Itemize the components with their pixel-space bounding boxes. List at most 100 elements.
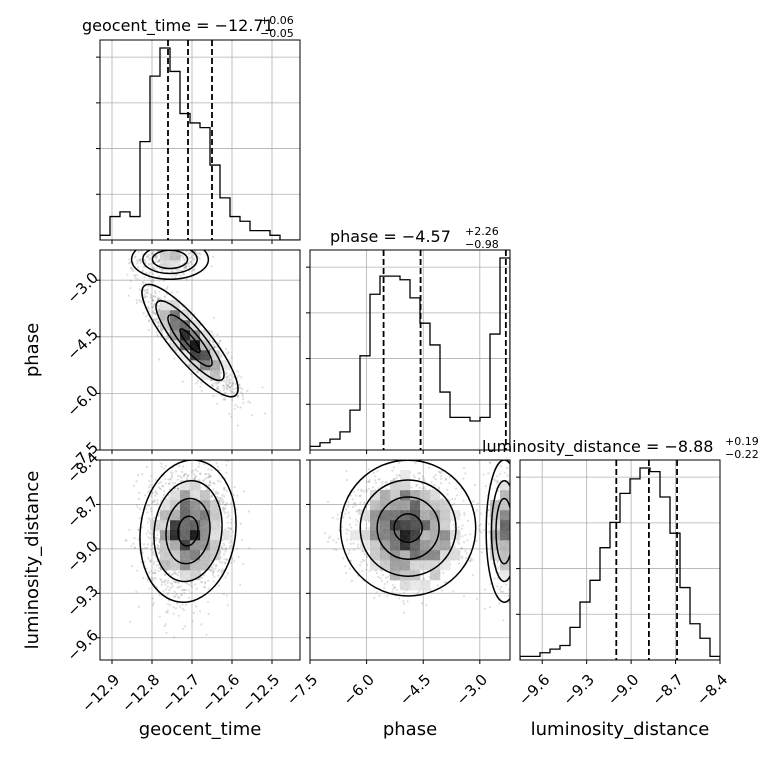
p20-sample-1459 (229, 544, 232, 547)
p10-sample-1381 (171, 291, 174, 294)
p10-sample-453 (151, 281, 154, 284)
p20-sample-1325 (152, 547, 155, 550)
p20-sample-451 (181, 452, 183, 454)
p21-sample-199 (349, 494, 352, 497)
p20-sample-2149 (215, 462, 218, 465)
p20-sample-1857 (211, 453, 213, 455)
p20-sample-156 (212, 563, 215, 566)
p10-sample-297 (212, 341, 215, 344)
p21-sample-214 (499, 465, 502, 468)
p10-sample-985 (147, 307, 150, 310)
p20-sample-1567 (228, 541, 231, 544)
p10-cell-7-14 (170, 300, 181, 311)
p10-cell-7-19 (170, 250, 181, 261)
p20-sample-798 (211, 567, 214, 570)
p20-sample-1690 (154, 503, 157, 506)
p20-sample-45 (145, 466, 149, 469)
p20-cell-7-11 (170, 540, 181, 551)
p10-sample-1440 (170, 270, 173, 273)
p20-cell-9-15 (190, 500, 201, 511)
p20-sample-1025 (164, 579, 167, 582)
p10-sample-1713 (212, 395, 215, 398)
p20-sample-2005 (174, 581, 177, 584)
p10-sample-1202 (215, 382, 218, 386)
p20-sample-132 (225, 548, 228, 551)
p20-sample-1583 (124, 538, 127, 542)
p10-sample-1791 (210, 265, 213, 268)
p20-sample-1464 (210, 569, 213, 572)
p10-sample-286 (181, 305, 184, 309)
p10-sample-771 (234, 387, 238, 390)
p20-sample-2080 (204, 458, 206, 460)
p20-sample-1355 (158, 566, 161, 570)
p10-sample-645 (156, 321, 159, 325)
p20-cell-9-17 (190, 480, 201, 491)
p20-sample-1811 (130, 545, 133, 548)
p10-sample-344 (170, 275, 174, 278)
p10-sample-1570 (188, 265, 191, 268)
p10-sample-993 (164, 242, 166, 244)
p10-sample-312 (157, 298, 160, 301)
p20-sample-461 (202, 479, 205, 482)
p10-sample-531 (151, 299, 154, 302)
p20-sample-1909 (210, 468, 213, 471)
p10-sample-2011 (147, 256, 150, 259)
p20-sample-1038 (206, 600, 210, 603)
p10-sample-1003 (152, 311, 155, 314)
p10-sample-474 (148, 258, 151, 261)
p10-sample-1024 (193, 246, 195, 248)
p20-sample-1751 (146, 521, 149, 524)
p10-sample-1882 (150, 306, 153, 309)
p20-sample-713 (177, 571, 180, 574)
p10-sample-1175 (230, 415, 233, 418)
p20-cell-8-10 (180, 550, 191, 561)
p20-cell-8-17 (180, 480, 191, 491)
p10-sample-609 (156, 335, 159, 338)
p20-sample-937 (236, 447, 238, 449)
p20-cell-7-16 (170, 490, 181, 501)
p20-sample-2062 (182, 475, 185, 478)
p10-cell-8-12 (180, 320, 191, 331)
p10-sample-0 (133, 274, 136, 277)
p10-sample-2008 (222, 384, 225, 387)
p10-sample-1117 (154, 292, 157, 295)
p20-sample-751 (247, 510, 251, 513)
p10-sample-554 (234, 382, 237, 386)
p10-sample-1371 (182, 272, 185, 275)
p20-sample-270 (213, 482, 216, 485)
p10-sample-1232 (187, 364, 190, 367)
p20-sample-1839 (212, 488, 215, 491)
p10-sample-113 (188, 252, 191, 255)
p10-sample-1432 (129, 280, 132, 283)
p20-sample-191 (160, 583, 163, 587)
p20-sample-1197 (248, 547, 251, 550)
p20-sample-72 (154, 576, 157, 580)
p21-sample-138 (496, 481, 500, 484)
p21-sample-234 (461, 555, 464, 558)
p20-sample-232 (222, 553, 226, 556)
p10-sample-1088 (236, 405, 239, 409)
p10-sample-2075 (221, 384, 224, 387)
p10-cell-8-11 (180, 330, 191, 341)
p20-sample-1012 (168, 572, 171, 575)
p10-sample-697 (176, 351, 179, 354)
p10-sample-1654 (134, 276, 137, 280)
p10-sample-832 (152, 299, 155, 302)
p21-sample-147 (324, 532, 327, 535)
p21-sample-314 (498, 588, 501, 591)
joint-phase-luminosity-distance (306, 459, 511, 664)
p10-sample-523 (147, 300, 150, 303)
p10-sample-617 (237, 396, 240, 399)
p20-sample-98 (171, 583, 174, 586)
p10-sample-555 (197, 252, 201, 255)
p10-sample-1308 (156, 250, 159, 253)
p21-sample-285 (357, 512, 360, 516)
p10-sample-969 (143, 289, 146, 292)
p20-sample-1782 (207, 612, 210, 616)
p10-cell-11-8 (210, 360, 221, 371)
p21-sample-247 (440, 477, 443, 480)
p10-sample-590 (213, 346, 216, 349)
p10-sample-2179 (151, 252, 154, 255)
p20-sample-78 (167, 603, 170, 606)
p20-sample-769 (216, 495, 219, 498)
